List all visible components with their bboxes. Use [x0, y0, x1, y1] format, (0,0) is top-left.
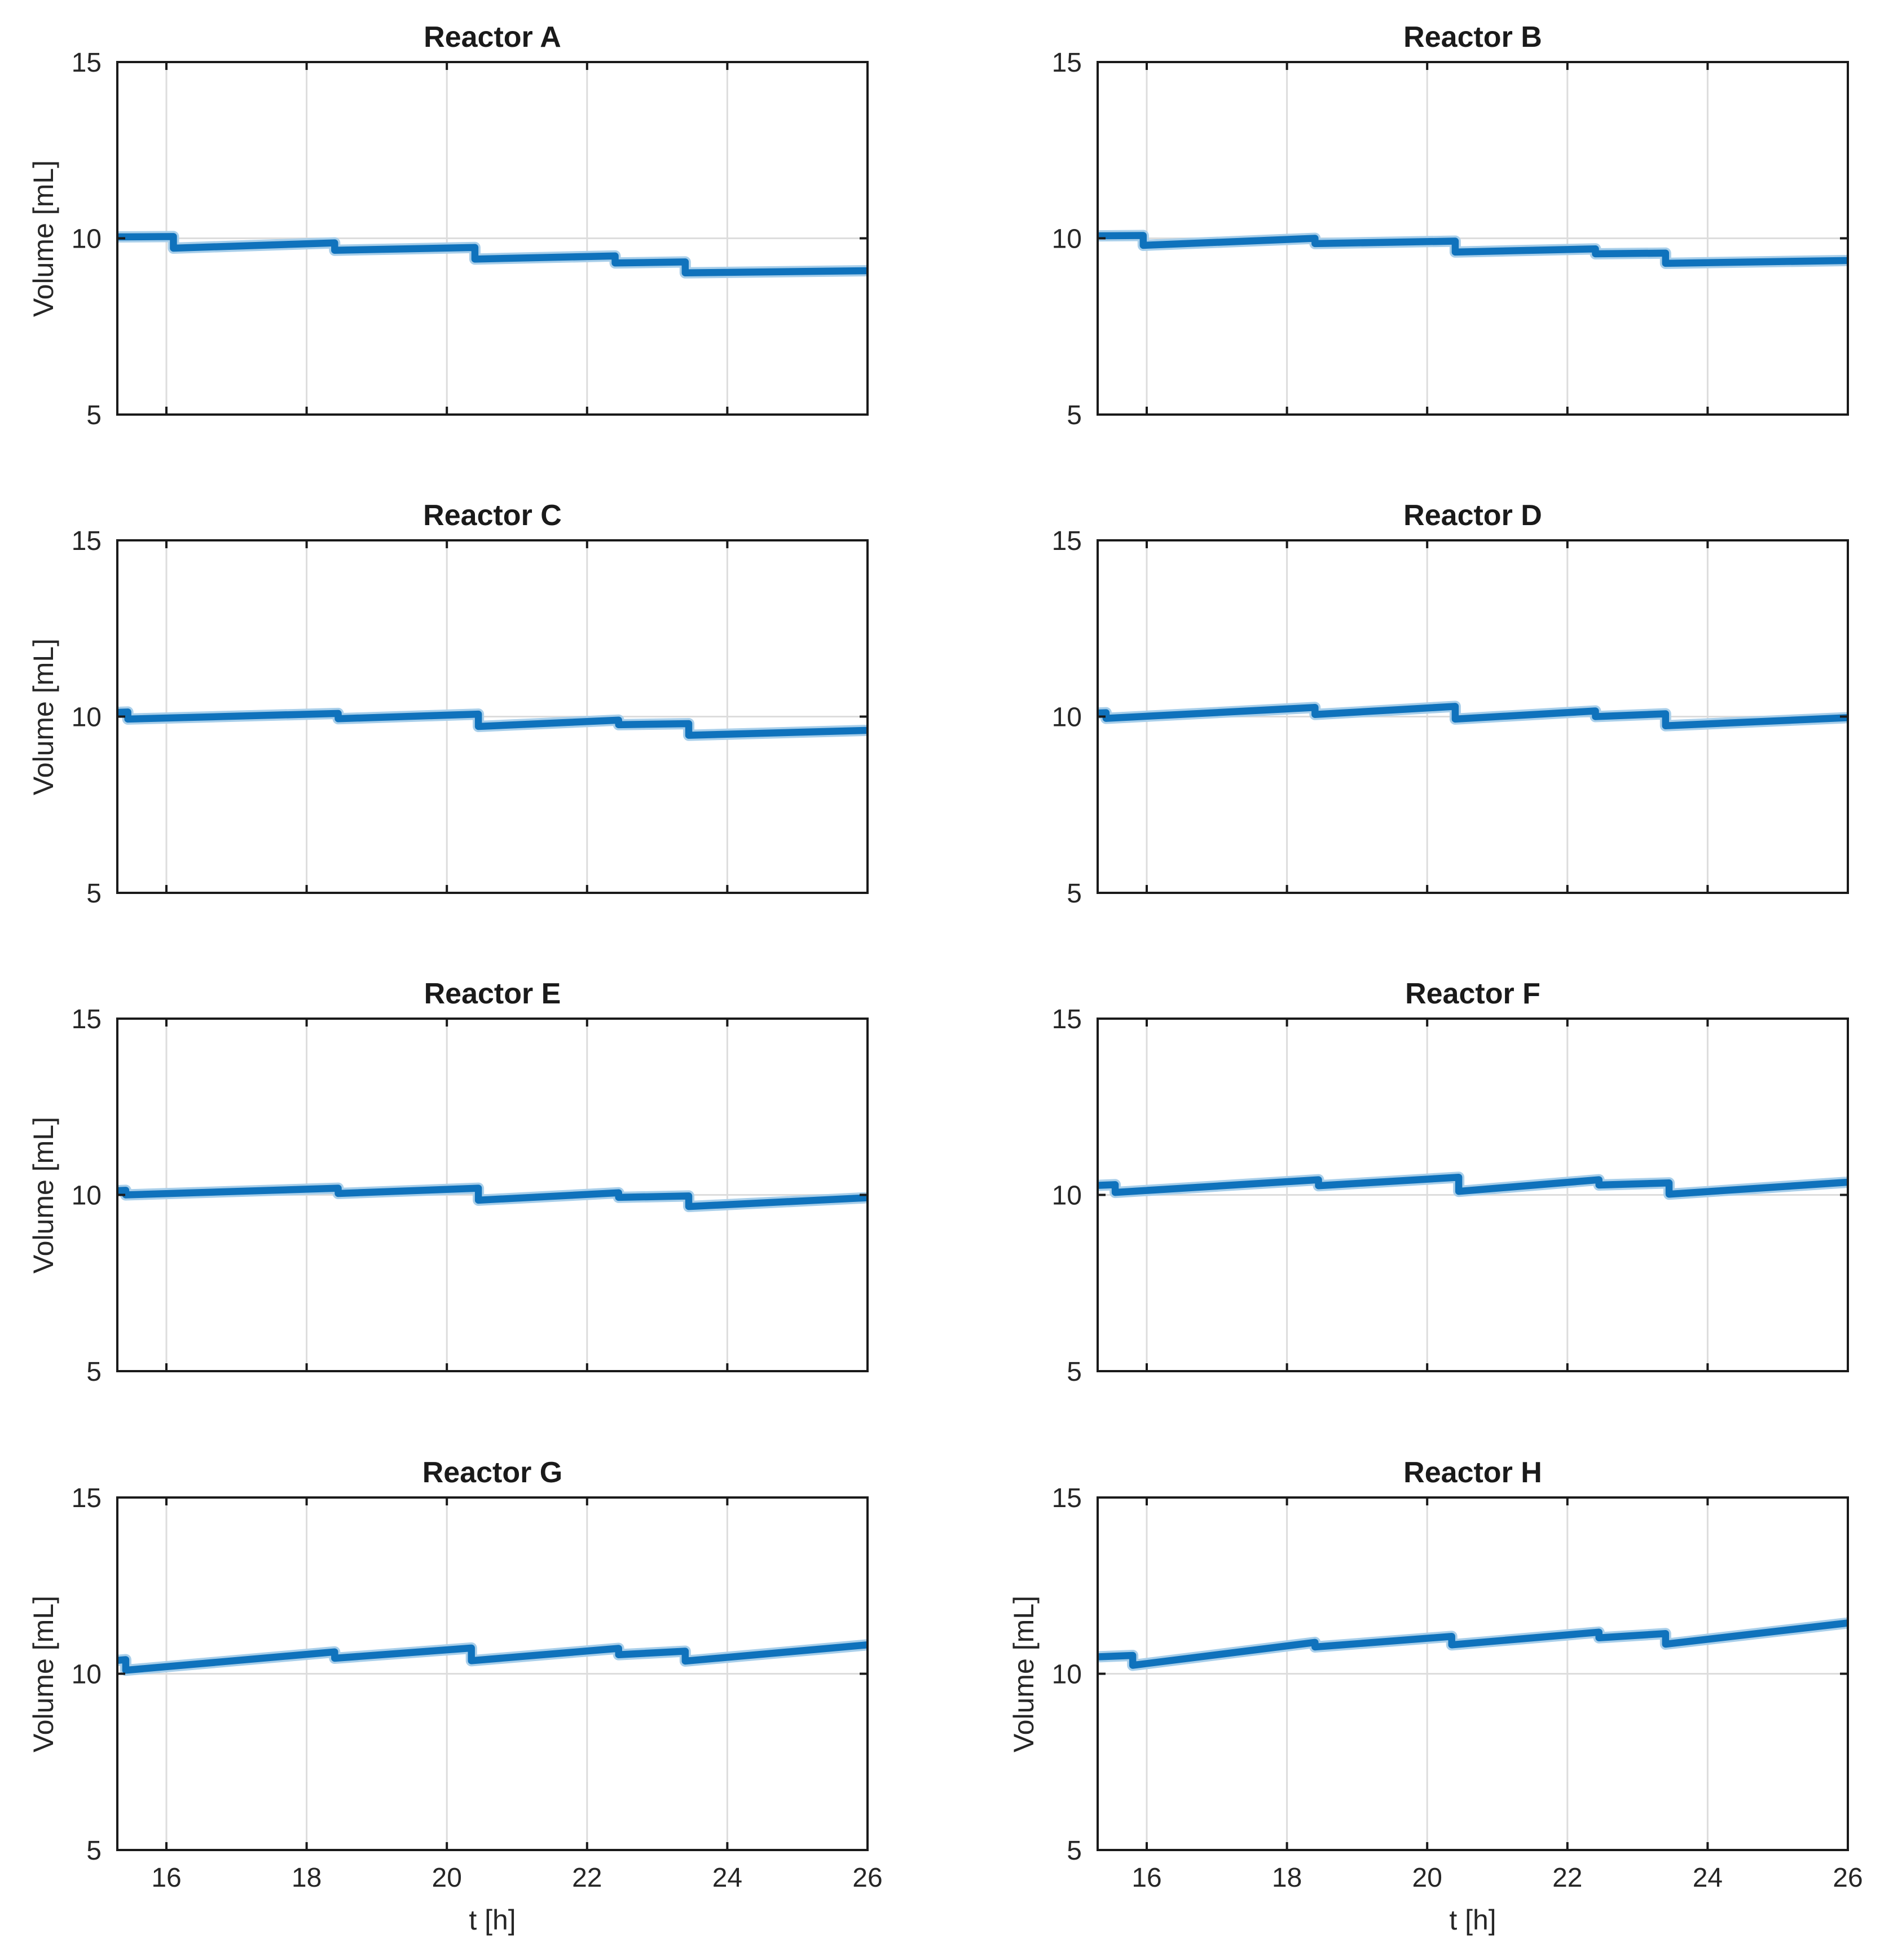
- axis-ticks: [117, 1496, 869, 1851]
- axis-ticks: [1098, 1018, 1849, 1372]
- plot-canvas: 5 10 15 16 18 20 22 24 26: [1052, 1483, 1863, 1893]
- volume-line: [1097, 1619, 1848, 1669]
- volume-line: [1097, 703, 1848, 729]
- y-tick-label: 10: [1052, 1660, 1082, 1690]
- plot-canvas: 5 10 15: [1052, 1005, 1849, 1387]
- subplot-title: Reactor D: [1403, 499, 1542, 532]
- y-tick-label: 15: [72, 1483, 102, 1513]
- plot-canvas: 5 10 15: [72, 526, 869, 909]
- x-tick-label: 18: [1272, 1863, 1302, 1893]
- y-axis-label: Volume [mL]: [28, 1595, 59, 1752]
- grid-lines: [1098, 1497, 1848, 1850]
- volume-line: [117, 1641, 868, 1674]
- axis-ticks: [1098, 1496, 1849, 1851]
- plot-canvas: 5 10 15: [72, 1005, 869, 1387]
- axis-ticks: [117, 1018, 869, 1372]
- y-tick-label: 10: [1052, 703, 1082, 733]
- y-tick-label: 5: [86, 1357, 102, 1387]
- subplot-title: Reactor G: [422, 1456, 563, 1489]
- y-tick-label: 15: [1052, 1005, 1082, 1034]
- plot-canvas: 5 10 15: [1052, 526, 1849, 909]
- y-axis-label: Volume [mL]: [28, 1116, 59, 1274]
- x-tick-label: 26: [852, 1863, 882, 1893]
- subplot-title: Reactor F: [1405, 977, 1540, 1010]
- y-tick-label: 15: [72, 1005, 102, 1034]
- grid-lines: [117, 62, 868, 415]
- subplot-title: Reactor B: [1403, 21, 1542, 54]
- y-axis-label: Volume [mL]: [28, 638, 59, 795]
- plot-canvas: 5 10 15: [72, 48, 869, 430]
- y-tick-label: 5: [86, 1836, 102, 1866]
- y-tick-label: 15: [72, 526, 102, 556]
- y-axis-label: Volume [mL]: [28, 160, 59, 317]
- y-tick-label: 5: [1067, 1357, 1082, 1387]
- axis-ticks: [117, 539, 869, 894]
- y-tick-label: 5: [1067, 879, 1082, 909]
- y-axis-label: Volume [mL]: [1008, 1595, 1040, 1752]
- y-tick-label: 5: [86, 879, 102, 909]
- subplot-title: Reactor C: [423, 499, 562, 532]
- volume-line: [1097, 1174, 1848, 1198]
- x-tick-label: 20: [432, 1863, 462, 1893]
- x-tick-label: 24: [712, 1863, 742, 1893]
- grid-lines: [117, 1497, 868, 1850]
- plot-canvas: 5 10 15 16 18 20 22 24 26: [72, 1483, 883, 1893]
- y-tick-label: 10: [1052, 1181, 1082, 1211]
- x-axis-label: t [h]: [469, 1904, 516, 1936]
- x-tick-label: 22: [572, 1863, 602, 1893]
- y-tick-label: 5: [1067, 1836, 1082, 1866]
- x-tick-label: 26: [1833, 1863, 1863, 1893]
- y-tick-label: 15: [1052, 1483, 1082, 1513]
- y-tick-label: 5: [86, 400, 102, 430]
- x-tick-label: 24: [1693, 1863, 1723, 1893]
- volume-line: [117, 708, 868, 739]
- axis-ticks: [117, 61, 869, 416]
- axis-ticks: [1098, 61, 1849, 416]
- y-tick-label: 10: [72, 1181, 102, 1211]
- subplot-title: Reactor A: [424, 21, 561, 54]
- subplot-reactor-h: 5 10 15 16 18 20 22 24 26 Reactor H Volume [mL] …: [940, 1435, 1880, 1960]
- y-tick-label: 15: [1052, 48, 1082, 78]
- y-tick-label: 15: [72, 48, 102, 78]
- volume-line: [117, 1184, 868, 1210]
- y-tick-label: 5: [1067, 400, 1082, 430]
- y-tick-label: 10: [1052, 224, 1082, 254]
- axis-ticks: [1098, 539, 1849, 894]
- x-axis-label: t [h]: [1449, 1904, 1496, 1936]
- x-tick-label: 20: [1412, 1863, 1442, 1893]
- y-tick-label: 10: [72, 703, 102, 733]
- x-tick-label: 18: [292, 1863, 322, 1893]
- subplot-title: Reactor E: [424, 977, 561, 1010]
- volume-line-halo: [117, 231, 868, 279]
- x-tick-label: 22: [1552, 1863, 1582, 1893]
- volume-line: [117, 233, 868, 276]
- y-tick-label: 10: [72, 224, 102, 254]
- x-tick-label: 16: [151, 1863, 181, 1893]
- y-tick-label: 15: [1052, 526, 1082, 556]
- y-tick-label: 10: [72, 1660, 102, 1690]
- plot-canvas: 5 10 15: [1052, 48, 1849, 430]
- subplot-title: Reactor H: [1403, 1456, 1542, 1489]
- subplot-reactor-g: 5 10 15 16 18 20 22 24 26 Reactor G Volume [mL] …: [0, 1435, 940, 1960]
- x-tick-label: 16: [1131, 1863, 1161, 1893]
- volume-line: [1097, 232, 1848, 267]
